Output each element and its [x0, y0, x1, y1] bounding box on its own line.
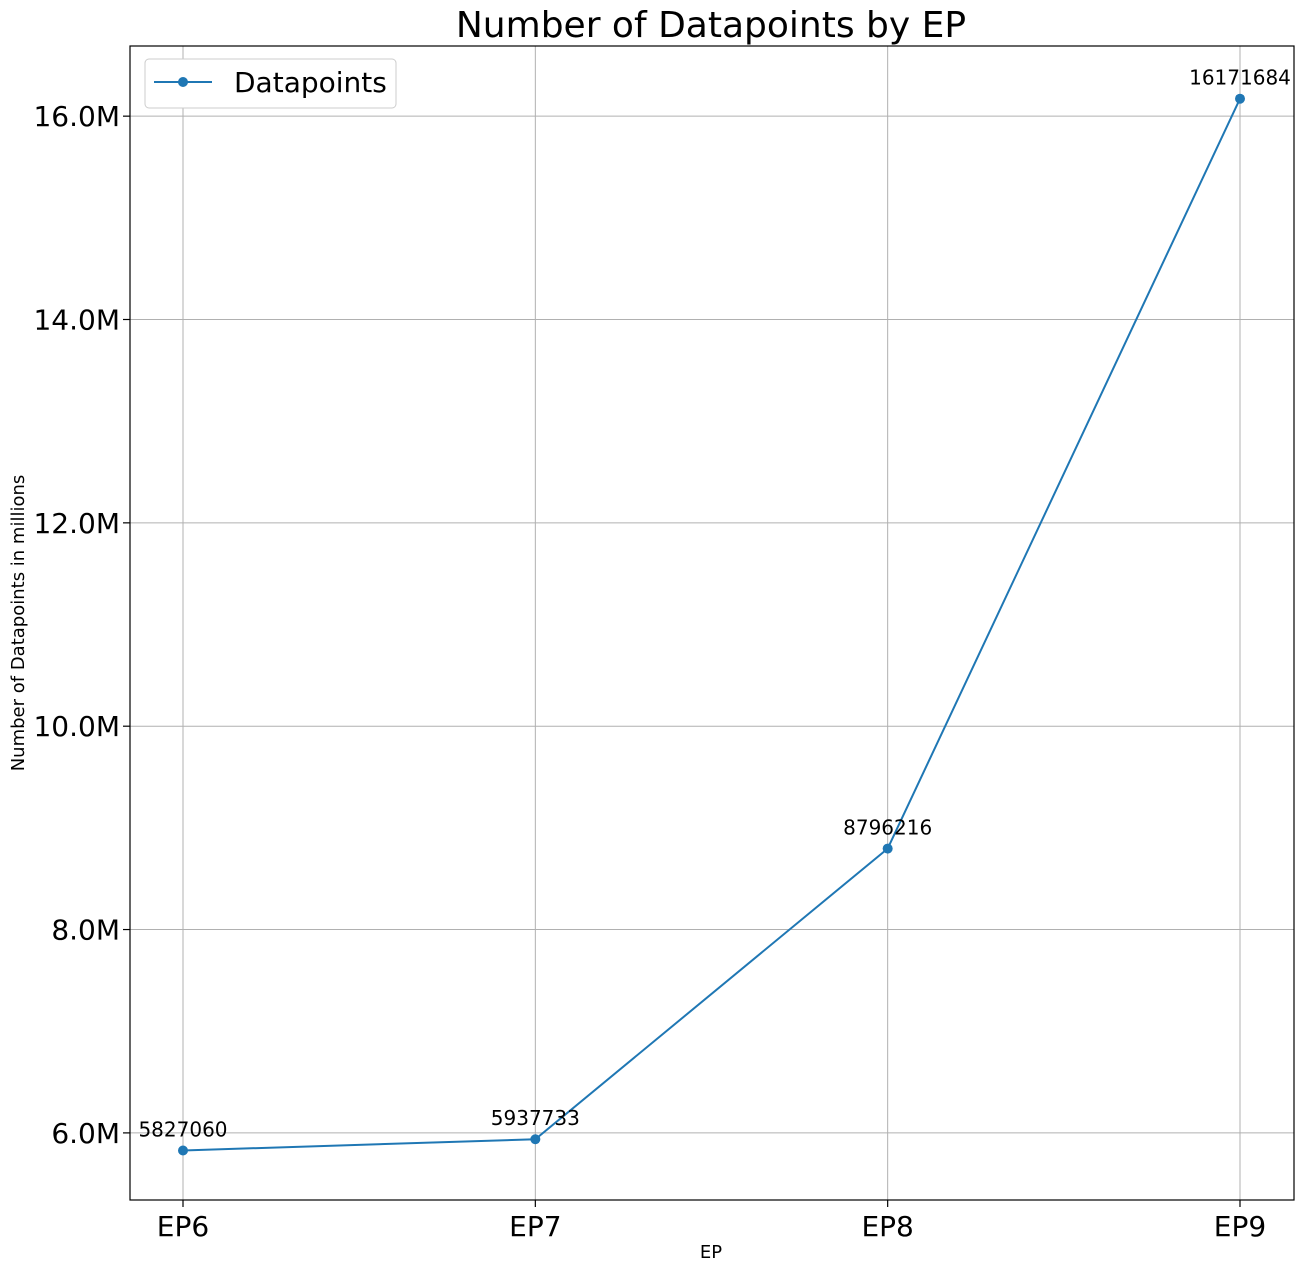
x-tick-label: EP6	[157, 1210, 209, 1243]
y-axis: 6.0M 8.0M 10.0M 12.0M 14.0M 16.0M	[33, 100, 130, 1150]
legend-box	[144, 58, 397, 109]
data-point[interactable]	[1235, 93, 1245, 104]
x-tick-label: EP8	[861, 1210, 913, 1243]
series-line	[182, 98, 1241, 1152]
x-axis: EP6 EP7 EP8 EP9	[157, 1200, 1266, 1243]
y-tick-label: 8.0M	[51, 914, 120, 947]
legend[interactable]: Datapoints	[144, 58, 397, 109]
legend-marker-icon	[178, 77, 188, 87]
x-tick-label: EP9	[1214, 1210, 1266, 1243]
data-point[interactable]	[178, 1145, 188, 1156]
y-tick-label: 14.0M	[33, 304, 120, 337]
y-tick-label: 12.0M	[33, 507, 120, 540]
y-tick-label: 16.0M	[33, 100, 120, 133]
legend-label: Datapoints	[234, 66, 387, 99]
data-label: 8796216	[843, 816, 932, 840]
data-label: 5937733	[491, 1106, 580, 1130]
grid	[130, 46, 1294, 1200]
data-label: 16171684	[1189, 66, 1291, 90]
data-point[interactable]	[530, 1134, 541, 1145]
y-axis-label: Number of Datapoints in millions	[8, 475, 29, 772]
x-tick-label: EP7	[509, 1210, 561, 1243]
plot-frame	[129, 45, 1295, 1201]
y-tick-label: 10.0M	[33, 710, 120, 743]
y-tick-label: 6.0M	[51, 1117, 120, 1150]
data-label: 5827060	[138, 1117, 227, 1141]
data-labels: 5827060 5937733 8796216 16171684	[138, 66, 1290, 1142]
chart-title: Number of Datapoints by EP	[456, 5, 966, 46]
series-layer	[178, 93, 1245, 1156]
data-point[interactable]	[882, 843, 893, 854]
x-axis-label: EP	[700, 1242, 722, 1263]
